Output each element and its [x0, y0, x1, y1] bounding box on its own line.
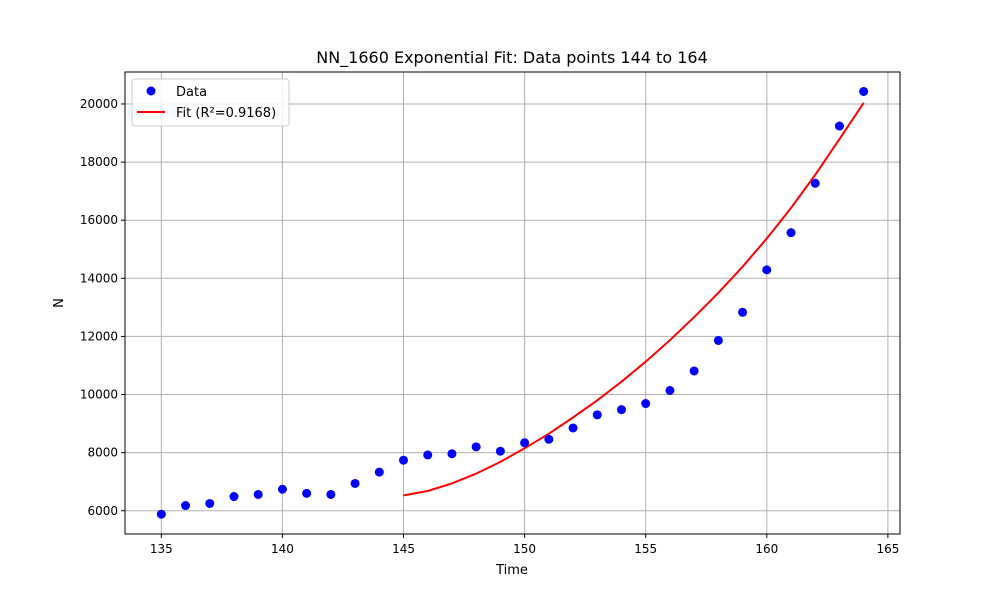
- fit-series: [403, 102, 865, 497]
- data-point: [665, 385, 675, 395]
- legend: Data Fit (R²=0.9168): [131, 78, 290, 127]
- x-tick-label: 160: [755, 542, 778, 556]
- x-tick-label: 155: [634, 542, 657, 556]
- legend-box: [131, 78, 290, 127]
- x-axis-title: Time: [495, 563, 528, 578]
- data-point: [834, 121, 844, 131]
- legend-data-label: Data: [176, 85, 207, 100]
- data-point: [326, 489, 336, 499]
- data-point: [423, 450, 433, 460]
- data-point: [568, 423, 578, 433]
- y-tick-label: 16000: [80, 213, 118, 227]
- data-point: [616, 405, 626, 415]
- data-point: [471, 442, 481, 452]
- data-series: [156, 86, 869, 519]
- data-point: [762, 265, 772, 275]
- x-tick-label: 140: [271, 542, 294, 556]
- data-point: [156, 509, 166, 519]
- fit-line: [403, 102, 865, 497]
- y-axis-title: N: [52, 298, 67, 308]
- data-point: [253, 489, 263, 499]
- data-point: [495, 446, 505, 456]
- y-tick-label: 20000: [80, 97, 118, 111]
- data-point: [374, 467, 384, 477]
- data-point: [689, 366, 699, 376]
- x-tick-label: 145: [392, 542, 415, 556]
- y-tick-label: 10000: [80, 388, 118, 402]
- y-tick-label: 18000: [80, 155, 118, 169]
- data-point: [786, 228, 796, 238]
- data-point: [641, 399, 651, 409]
- x-tick-label: 135: [150, 542, 173, 556]
- x-tick-label: 165: [876, 542, 899, 556]
- legend-fit-label: Fit (R²=0.9168): [176, 106, 276, 121]
- y-axis-ticks: 6000 8000 10000 12000 14000 16000 18000 20000: [80, 97, 125, 518]
- plot-frame: [124, 71, 901, 535]
- data-point: [181, 501, 191, 511]
- data-point: [592, 410, 602, 420]
- data-point: [713, 335, 723, 345]
- data-point: [229, 492, 239, 502]
- legend-data-marker: [146, 86, 156, 96]
- y-tick-label: 12000: [80, 329, 118, 343]
- data-point: [544, 434, 554, 444]
- y-tick-label: 8000: [87, 446, 118, 460]
- data-point: [447, 449, 457, 459]
- data-point: [399, 455, 409, 465]
- data-point: [205, 498, 215, 508]
- data-point: [277, 484, 287, 494]
- x-axis-ticks: 135 140 145 150 155 160 165: [150, 534, 899, 556]
- data-point: [350, 478, 360, 488]
- data-point: [859, 86, 869, 96]
- plot-background: [125, 72, 900, 534]
- y-tick-label: 14000: [80, 271, 118, 285]
- chart-title: NN_1660 Exponential Fit: Data points 144…: [316, 48, 708, 68]
- x-tick-label: 150: [513, 542, 536, 556]
- data-point: [738, 307, 748, 317]
- data-point: [520, 438, 530, 448]
- grid: [125, 72, 900, 534]
- y-tick-label: 6000: [87, 504, 118, 518]
- data-point: [810, 178, 820, 188]
- data-point: [302, 488, 312, 498]
